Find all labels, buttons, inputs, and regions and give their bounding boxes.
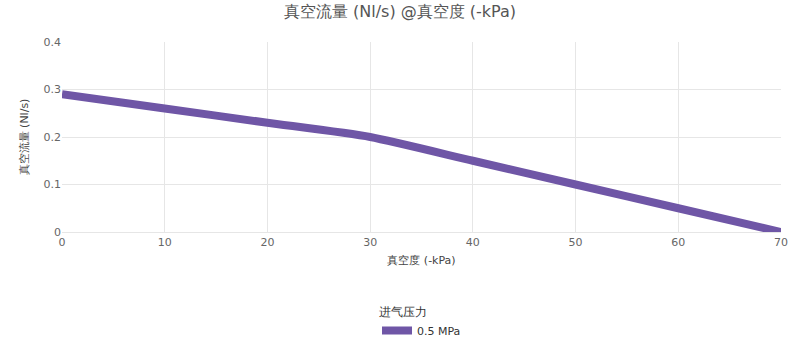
svg-text:0.5 MPa: 0.5 MPa — [417, 325, 460, 338]
svg-text:0.1: 0.1 — [44, 178, 62, 191]
svg-text:0.3: 0.3 — [44, 83, 62, 96]
svg-text:30: 30 — [363, 236, 377, 249]
svg-text:10: 10 — [158, 236, 172, 249]
svg-text:真空流量 (Nl/s) @真空度 (-kPa): 真空流量 (Nl/s) @真空度 (-kPa) — [284, 2, 516, 21]
svg-text:真空流量 (Nl/s): 真空流量 (Nl/s) — [18, 99, 31, 176]
svg-text:进气压力: 进气压力 — [379, 305, 427, 319]
svg-text:真空度 (-kPa): 真空度 (-kPa) — [387, 254, 455, 267]
svg-text:20: 20 — [260, 236, 274, 249]
svg-text:50: 50 — [569, 236, 583, 249]
svg-text:0: 0 — [59, 236, 66, 249]
svg-text:70: 70 — [774, 236, 788, 249]
svg-text:0.2: 0.2 — [44, 131, 62, 144]
svg-text:0.4: 0.4 — [44, 36, 62, 49]
svg-text:40: 40 — [466, 236, 480, 249]
svg-text:60: 60 — [671, 236, 685, 249]
svg-text:0: 0 — [54, 226, 61, 239]
